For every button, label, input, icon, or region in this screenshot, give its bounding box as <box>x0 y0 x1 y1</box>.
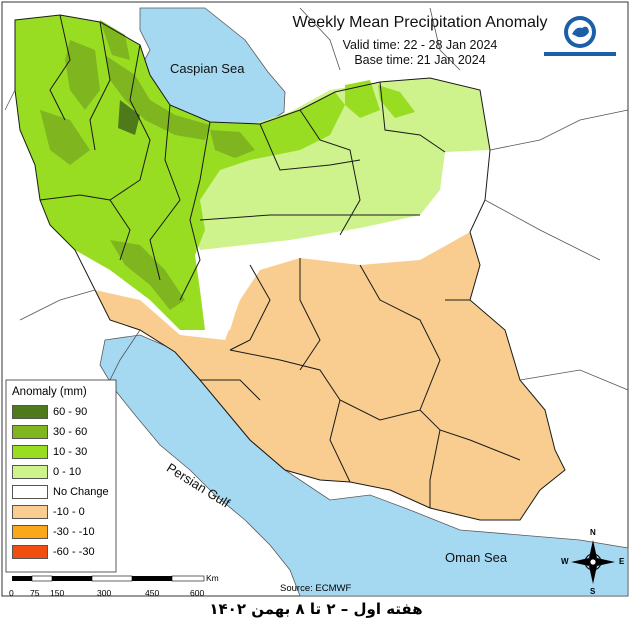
legend-label: 0 - 10 <box>53 466 82 478</box>
legend-label: 60 - 90 <box>53 406 88 418</box>
legend-swatch <box>12 485 48 499</box>
source-label: Source: ECMWF <box>280 583 352 594</box>
legend-swatch <box>12 465 48 479</box>
valid-time: Valid time: 22 - 28 Jan 2024 <box>342 38 498 52</box>
scale-bar <box>12 575 205 582</box>
legend-swatch <box>12 545 48 559</box>
compass-s-label: S <box>590 587 596 596</box>
oman-sea-label: Oman Sea <box>445 550 508 565</box>
scale-tick-label: 300 <box>97 588 112 598</box>
scale-tick-label: 450 <box>145 588 160 598</box>
province-boundaries <box>14 14 566 521</box>
scale-tick-label: 600 <box>190 588 205 598</box>
land-dry <box>95 232 565 520</box>
compass-e-label: E <box>619 557 625 566</box>
legend-title: Anomaly (mm) <box>12 386 87 398</box>
compass-icon <box>571 540 615 584</box>
scale-unit-label: Km <box>206 573 219 583</box>
legend-swatch <box>12 505 48 519</box>
legend-label: -30 - -10 <box>53 526 95 538</box>
scale-tick-label: 150 <box>50 588 65 598</box>
footer-caption: هفته اول – ۲ تا ۸ بهمن ۱۴۰۲ <box>209 600 423 618</box>
scale-tick-label: 0 <box>9 588 14 598</box>
legend-swatch <box>12 425 48 439</box>
compass-w-label: W <box>561 557 569 566</box>
legend-label: -60 - -30 <box>53 546 95 558</box>
legend-label: No Change <box>53 486 109 498</box>
legend-label: -10 - 0 <box>53 506 85 518</box>
legend-swatch <box>12 525 48 539</box>
compass-n-label: N <box>590 528 596 537</box>
legend-label: 10 - 30 <box>53 446 88 458</box>
legend-swatch <box>12 405 48 419</box>
legend-swatch <box>12 445 48 459</box>
institute-logo <box>544 16 616 56</box>
legend-label: 30 - 60 <box>53 426 88 438</box>
caspian-sea-label: Caspian Sea <box>170 61 245 76</box>
scale-tick-label: 75 <box>30 588 40 598</box>
map-title: Weekly Mean Precipitation Anomaly <box>292 14 548 31</box>
land-dark-green <box>65 40 100 110</box>
land-green <box>15 15 345 330</box>
base-time: Base time: 21 Jan 2024 <box>354 53 486 67</box>
